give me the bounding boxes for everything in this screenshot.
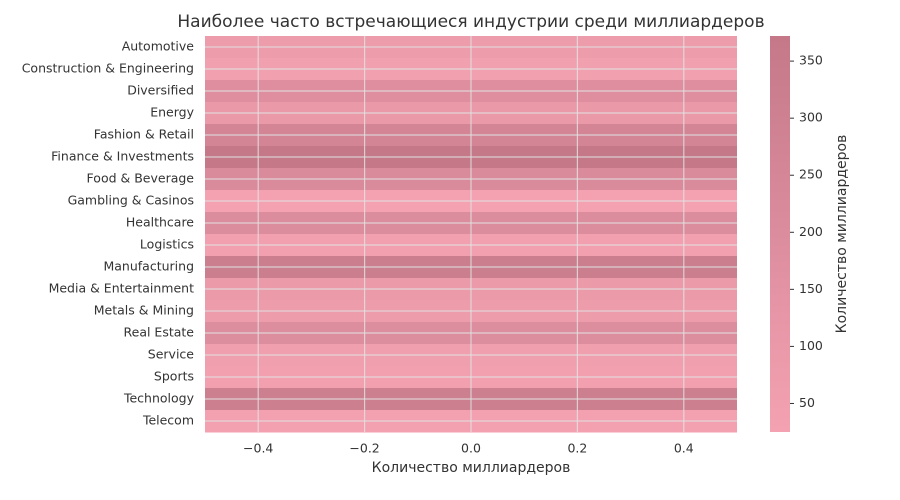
y-tick-label: Construction & Engineering (22, 61, 194, 76)
y-tick-label: Media & Entertainment (49, 281, 195, 296)
y-tick-label: Food & Beverage (87, 171, 195, 186)
x-tick-label: 0.4 (674, 441, 694, 456)
y-tick-label: Automotive (122, 39, 195, 54)
y-tick-label: Healthcare (126, 215, 194, 230)
y-tick-label: Diversified (127, 83, 194, 98)
y-tick-label: Gambling & Casinos (68, 193, 194, 208)
colorbar-label: Количество миллиардеров (834, 135, 850, 334)
y-tick-label: Metals & Mining (94, 303, 194, 318)
colorbar-tick-label: 350 (799, 53, 823, 68)
x-tick-label: −0.4 (243, 441, 273, 456)
y-tick-label: Fashion & Retail (94, 127, 194, 142)
colorbar-tick-label: 250 (799, 167, 823, 182)
x-tick-label: −0.2 (349, 441, 379, 456)
colorbar-tick-label: 100 (799, 338, 823, 353)
y-tick-label: Energy (150, 105, 194, 120)
x-tick-label: 0.2 (567, 441, 587, 456)
colorbar (770, 36, 790, 432)
y-tick-label: Logistics (140, 237, 194, 252)
colorbar-tick-label: 200 (799, 224, 823, 239)
colorbar-tick-label: 50 (799, 395, 815, 410)
x-axis-label: Количество миллиардеров (372, 460, 571, 476)
y-tick-label: Technology (123, 391, 195, 406)
x-tick-label: 0.0 (461, 441, 481, 456)
y-tick-label: Sports (154, 369, 194, 384)
y-tick-label: Real Estate (124, 325, 195, 340)
y-tick-label: Finance & Investments (51, 149, 194, 164)
colorbar-tick-label: 150 (799, 281, 823, 296)
colorbar-tick-label: 300 (799, 110, 823, 125)
y-tick-label: Telecom (142, 413, 194, 428)
chart-title: Наиболее часто встречающиеся индустрии с… (177, 12, 764, 32)
y-tick-label: Service (148, 347, 195, 362)
y-tick-label: Manufacturing (103, 259, 194, 274)
